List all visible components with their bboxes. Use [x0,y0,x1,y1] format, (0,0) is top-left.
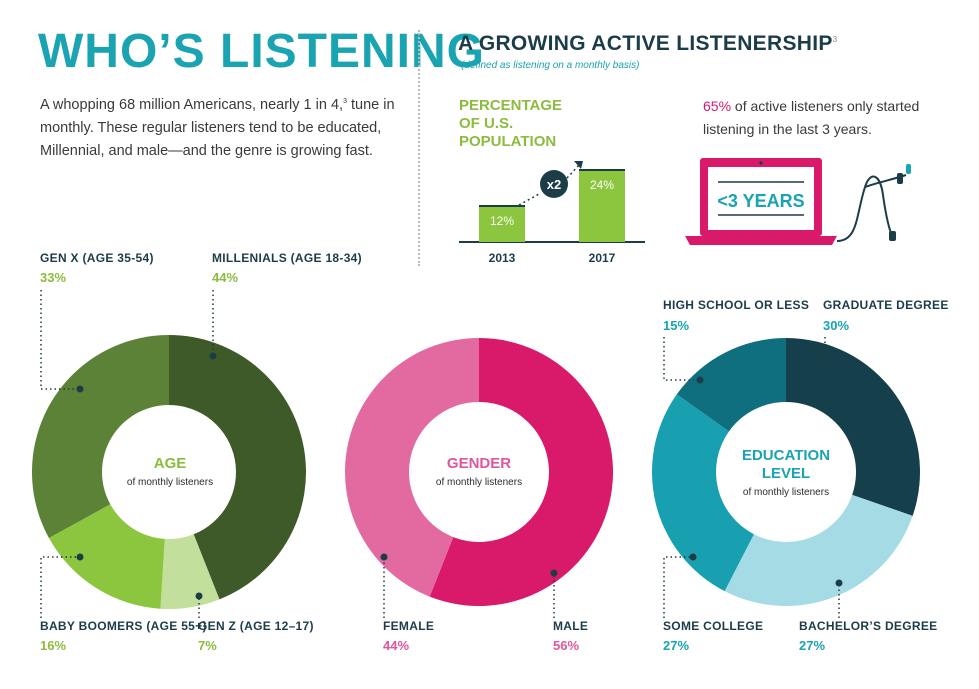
donut-slice-bachelor-s-degree [724,494,913,606]
genz-label: GEN Z (AGE 12–17) [198,619,314,633]
leader-dot-4 [380,553,388,561]
laptop-screen [708,167,814,230]
donut-slice-female [345,338,479,597]
leader-line-0 [40,290,80,390]
growth-title: A GROWING ACTIVE LISTENERSHIP3 [458,32,837,56]
genx-label: GEN X (AGE 35-54) [40,251,154,265]
earbud-right-icon [906,164,911,174]
millenials-value: 44% [212,270,239,285]
page-title: WHO’S LISTENING [38,25,485,78]
leader-dot-5 [550,569,558,577]
listeners-stat: 65% of active listeners only started lis… [703,95,943,141]
laptop-screen-text: <3 YEARS [717,191,804,211]
bar-chart-title: PERCENTAGE OF U.S. POPULATION [459,97,563,150]
intro-text-part1: A whopping 68 million Americans, nearly … [40,96,344,113]
earbud-plug-icon [889,231,896,241]
growth-connector-left [518,192,542,206]
boomers-value: 16% [40,638,67,653]
graduate-value: 30% [823,318,850,333]
multiplier-badge [540,170,568,198]
growth-title-text: A GROWING ACTIVE LISTENERSHIP [458,32,833,55]
bachelors-value: 27% [799,638,826,653]
bar-2013 [479,206,525,242]
bar-value-label-2013: 12% [490,214,514,228]
somecollege-value: 27% [663,638,690,653]
highschool-label: HIGH SCHOOL OR LESS [663,298,810,312]
bar-category-label-2013: 2013 [489,251,516,265]
female-value: 44% [383,638,410,653]
leader-dot-7 [821,357,829,365]
gender-subtitle: of monthly listeners [435,477,523,488]
leader-dot-3 [195,592,203,600]
intro-text: A whopping 68 million Americans, nearly … [40,90,410,163]
genx-value: 33% [40,270,67,285]
highschool-value: 15% [663,318,690,333]
donut-slice-millenials-age-18-34 [169,335,306,600]
growth-arrow-icon [574,161,583,169]
bar-category-label-2017: 2017 [589,251,616,265]
leader-dot-0 [76,385,84,393]
education-title: EDUCATION LEVEL [741,447,831,482]
gender-title: GENDER [446,455,512,472]
earbud-cable [836,175,894,242]
graduate-label: GRADUATE DEGREE [823,298,949,312]
listeners-pct: 65% [703,98,732,114]
bar-chart: 12% 2013 24% 2017 x2 [459,161,645,265]
laptop-camera-icon [759,161,763,165]
intro-text-part2: tune in monthly. These regular listeners… [40,96,395,159]
leader-line-8 [663,556,693,618]
leader-dot-2 [76,553,84,561]
donut-slice-male [429,338,614,606]
growth-subtitle: (defined as listening on a monthly basis… [461,60,640,71]
laptop-illustration: <3 YEARS [685,158,911,245]
donut-slice-gen-x-age-35-54 [32,335,170,539]
listeners-text: of active listeners only started listeni… [703,98,920,137]
donut-slice-some-college [651,394,754,592]
donut-slice-high-school-or-less [676,338,786,432]
leader-line-2 [40,556,80,618]
earbud-left-icon [897,173,903,184]
gender-center: GENDER of monthly listeners [414,455,544,488]
section-divider [418,30,420,266]
leader-dot-8 [689,553,697,561]
age-center: AGE of monthly listeners [105,455,235,488]
growth-connector-right [566,163,581,179]
boomers-label: BABY BOOMERS (AGE 55+) [40,619,207,633]
male-value: 56% [553,638,580,653]
male-label: MALE [553,619,589,633]
age-title: AGE [153,455,187,472]
genz-value: 7% [198,638,217,653]
intro-footnote: 3 [343,98,347,105]
bar-2017 [579,170,625,242]
donut-slice-graduate-degree [786,338,920,516]
leader-dot-6 [696,376,704,384]
leader-dot-9 [835,579,843,587]
laptop-base [685,236,837,245]
multiplier-label: x2 [547,177,561,192]
leader-dot-1 [209,352,217,360]
donut-slice-baby-boomers-age-55 [48,504,165,609]
leader-line-6 [663,337,700,381]
growth-title-footnote: 3 [832,35,838,44]
millenials-label: MILLENIALS (AGE 18-34) [212,251,362,265]
female-label: FEMALE [383,619,435,633]
bachelors-label: BACHELOR’S DEGREE [799,619,938,633]
donut-slice-gen-z-age-12-17 [160,534,220,609]
bar-value-label-2017: 24% [590,178,614,192]
education-center: EDUCATION LEVEL of monthly listeners [736,447,836,498]
age-subtitle: of monthly listeners [126,477,214,488]
education-subtitle: of monthly listeners [742,487,830,498]
somecollege-label: SOME COLLEGE [663,619,764,633]
